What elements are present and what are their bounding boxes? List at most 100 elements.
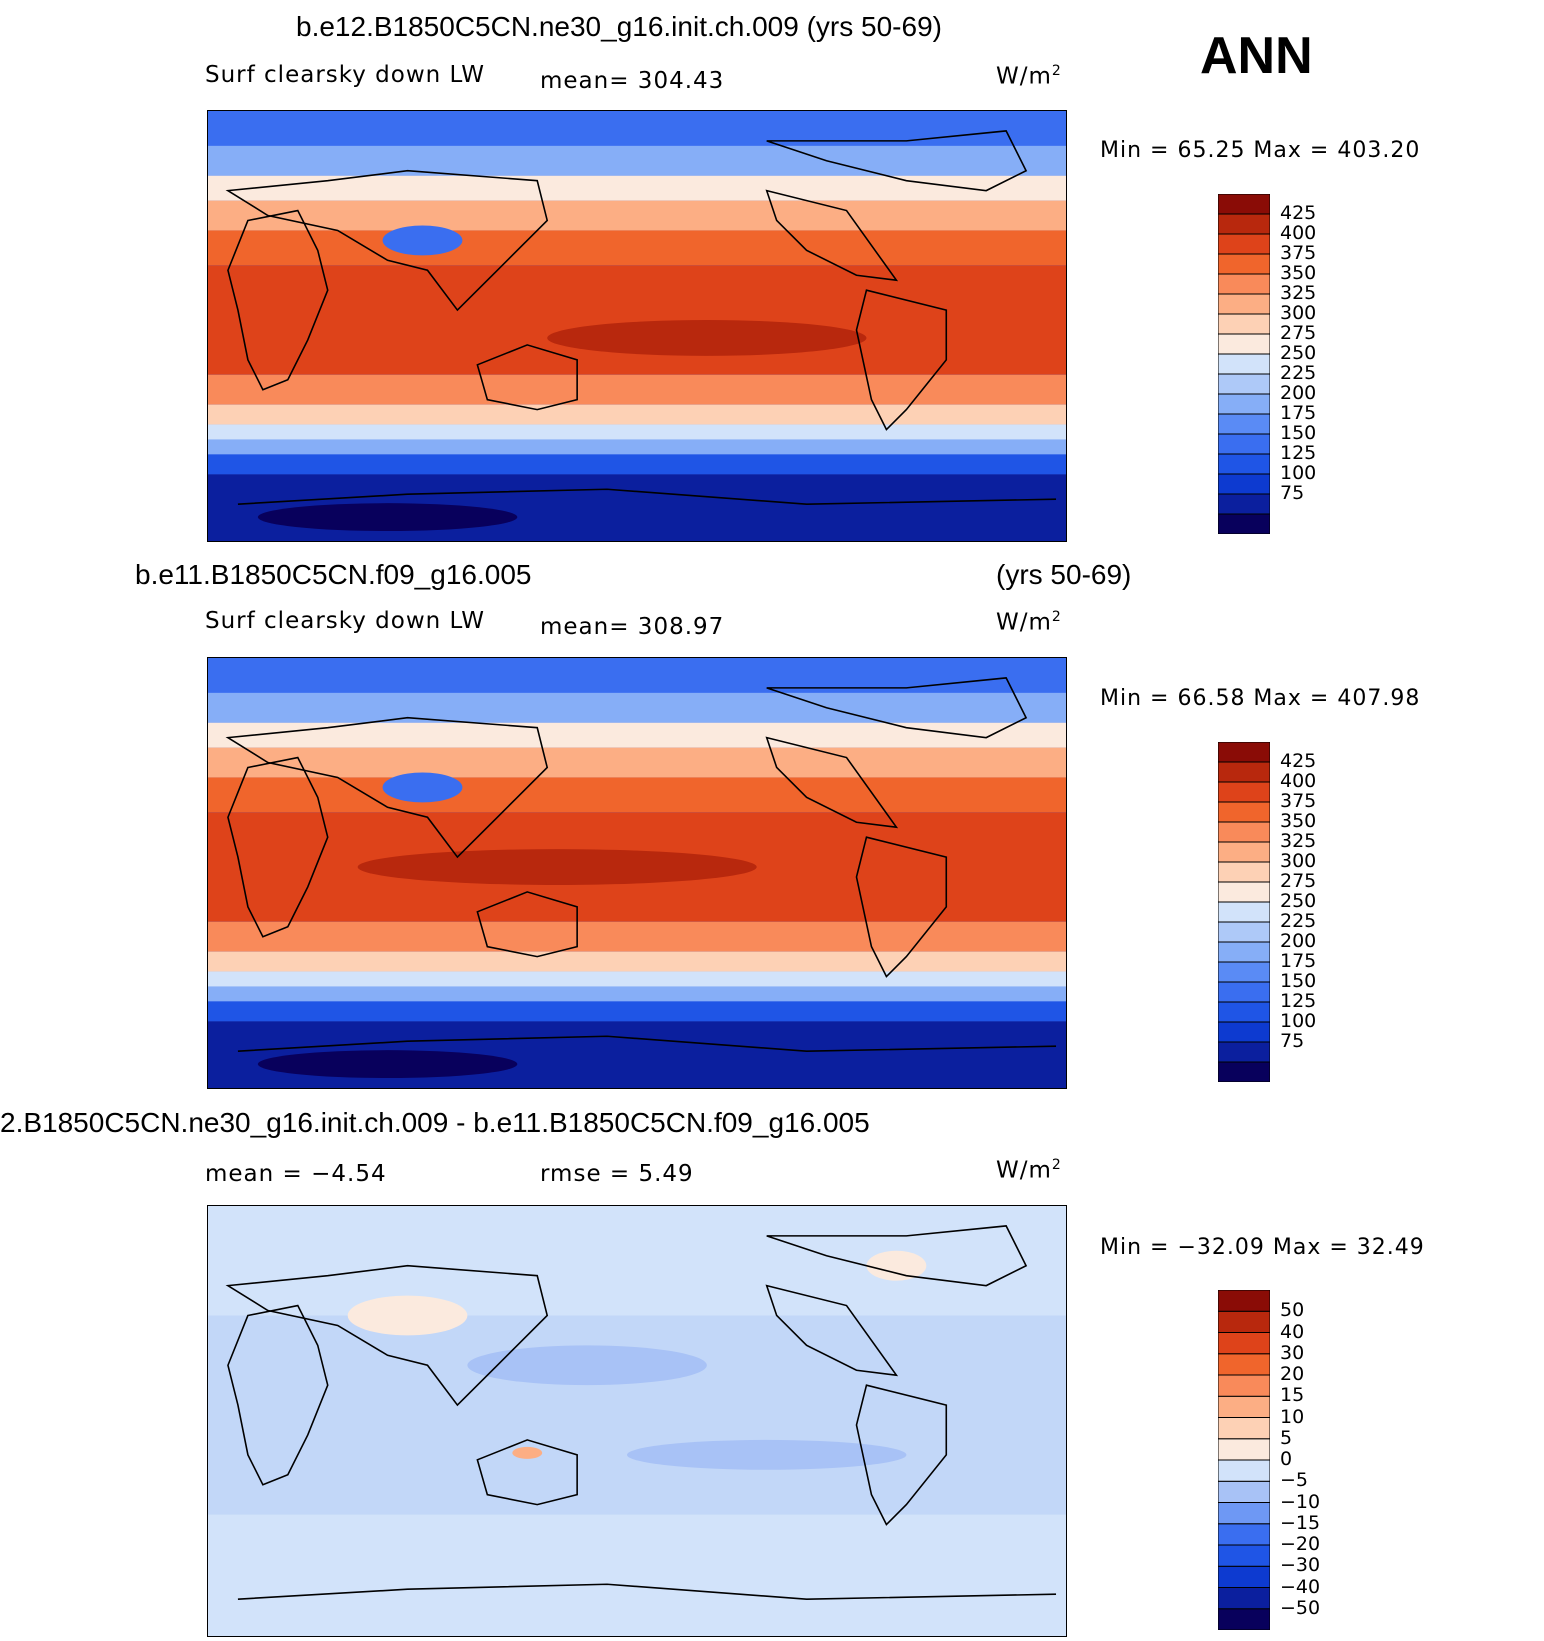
- colorbar-swatch: [1218, 961, 1270, 983]
- colorbar-swatch: [1218, 194, 1270, 215]
- colorbar-tick-label: 300: [1280, 850, 1317, 872]
- colorbar-tick-label: −20: [1280, 1533, 1321, 1555]
- colorbar-tick-label: 175: [1280, 402, 1317, 424]
- colorbar-tick-label: 300: [1280, 302, 1317, 324]
- colorbar-swatch: [1218, 1041, 1270, 1063]
- colorbar-tick-label: −40: [1280, 1575, 1321, 1598]
- panel2-minmax: Min = 66.58 Max = 407.98: [1100, 686, 1421, 711]
- colorbar-swatch: [1218, 941, 1270, 963]
- colorbar-tick-label: 425: [1280, 750, 1317, 772]
- colorbar-swatch: [1218, 821, 1270, 843]
- colorbar-swatch: [1218, 253, 1270, 275]
- colorbar-swatch: [1218, 861, 1270, 883]
- colorbar-swatch: [1218, 373, 1270, 395]
- colorbar-tick-label: 50: [1280, 1299, 1305, 1322]
- colorbar-tick-label: −10: [1280, 1490, 1321, 1513]
- panel1-units: W/m2: [996, 63, 1062, 90]
- colorbar-swatch: [1218, 1565, 1270, 1588]
- colorbar-swatch: [1218, 1395, 1270, 1418]
- colorbar-swatch: [1218, 1459, 1270, 1482]
- colorbar-swatch: [1218, 1374, 1270, 1397]
- panel2-units: W/m2: [996, 609, 1062, 636]
- colorbar-swatch: [1218, 333, 1270, 355]
- colorbar-tick-label: 350: [1280, 262, 1317, 284]
- colorbar-svg: [1218, 194, 1270, 534]
- colorbar-swatch: [1218, 393, 1270, 415]
- colorbar-swatch: [1218, 1353, 1270, 1376]
- colorbar-swatch: [1218, 293, 1270, 315]
- panel1-variable: Surf clearsky down LW: [205, 62, 485, 88]
- panel2-mean: mean= 308.97: [540, 614, 725, 640]
- colorbar-tick-label: 0: [1280, 1448, 1293, 1470]
- colorbar-swatch: [1218, 742, 1270, 763]
- colorbar-svg: [1218, 1290, 1270, 1630]
- colorbar-swatch: [1218, 1523, 1270, 1546]
- colorbar-tick-label: 175: [1280, 950, 1317, 972]
- colorbar-tick-label: 100: [1280, 1010, 1317, 1032]
- colorbar-swatch: [1218, 1290, 1270, 1312]
- colorbar-swatch: [1218, 1502, 1270, 1525]
- colorbar-swatch: [1218, 213, 1270, 235]
- colorbar-swatch: [1218, 1438, 1270, 1461]
- colorbar-tick-label: −30: [1280, 1554, 1321, 1577]
- map-svg: [208, 658, 1066, 1088]
- colorbar-tick-label: 30: [1280, 1341, 1305, 1364]
- colorbar-swatch: [1218, 1310, 1270, 1333]
- colorbar-tick-label: 250: [1280, 890, 1317, 912]
- colorbar-tick-label: 350: [1280, 810, 1317, 832]
- colorbar-swatch: [1218, 801, 1270, 823]
- panel1-minmax: Min = 65.25 Max = 403.20: [1100, 138, 1421, 163]
- colorbar-swatch: [1218, 1587, 1270, 1610]
- map-svg: [208, 1206, 1066, 1636]
- colorbar-swatch: [1218, 921, 1270, 943]
- colorbar-swatch: [1218, 473, 1270, 495]
- colorbar-tick-label: 75: [1280, 482, 1305, 504]
- colorbar-tick-label: 275: [1280, 870, 1317, 892]
- panel2-colorbar-ticks: 425 400 375 350 325 300 275 250 225 200 175 150 125 1…: [1280, 742, 1340, 1082]
- colorbar-swatch: [1218, 1332, 1270, 1355]
- season-label: ANN: [1200, 27, 1313, 85]
- colorbar-tick-label: 125: [1280, 442, 1317, 464]
- colorbar-swatch: [1218, 1001, 1270, 1023]
- colorbar-tick-label: 400: [1280, 770, 1317, 792]
- colorbar-swatch: [1218, 1021, 1270, 1043]
- panel3-map: [207, 1205, 1067, 1637]
- colorbar-swatch: [1218, 353, 1270, 375]
- panel3-rmse: rmse = 5.49: [540, 1161, 694, 1187]
- colorbar-swatch: [1218, 233, 1270, 255]
- colorbar-swatch: [1218, 313, 1270, 335]
- colorbar-tick-label: 75: [1280, 1030, 1305, 1052]
- colorbar-tick-label: 375: [1280, 242, 1317, 264]
- colorbar-tick-label: 10: [1280, 1405, 1305, 1428]
- panel1-mean: mean= 304.43: [540, 68, 725, 94]
- colorbar-swatch: [1218, 493, 1270, 515]
- colorbar-tick-label: 325: [1280, 830, 1317, 852]
- panel3-minmax: Min = −32.09 Max = 32.49: [1100, 1235, 1425, 1260]
- colorbar-swatch: [1218, 453, 1270, 475]
- colorbar-tick-label: 100: [1280, 462, 1317, 484]
- panel1-title: b.e12.B1850C5CN.ne30_g16.init.ch.009 (yr…: [296, 11, 942, 42]
- panel2-map: [207, 657, 1067, 1089]
- colorbar-tick-label: 40: [1280, 1320, 1305, 1343]
- panel3-colorbar-ticks: 50 40 30 20 15 10 5 0 −5 −10 −15 −20 −30 −40 −50: [1280, 1290, 1340, 1630]
- colorbar-swatch: [1218, 1480, 1270, 1503]
- colorbar-swatch: [1218, 1417, 1270, 1440]
- colorbar-swatch: [1218, 413, 1270, 435]
- colorbar-tick-label: 250: [1280, 342, 1317, 364]
- panel3-title: 2.B1850C5CN.ne30_g16.init.ch.009 - b.e11…: [0, 1107, 870, 1138]
- colorbar-tick-label: −15: [1280, 1511, 1321, 1534]
- panel1-colorbar: [1218, 194, 1270, 534]
- colorbar-swatch: [1218, 273, 1270, 295]
- panel3-colorbar: [1218, 1290, 1270, 1630]
- colorbar-tick-label: 150: [1280, 422, 1317, 444]
- colorbar-svg: [1218, 742, 1270, 1082]
- panel2-title-right: (yrs 50-69): [996, 559, 1132, 590]
- colorbar-tick-label: 400: [1280, 222, 1317, 244]
- colorbar-tick-label: 200: [1280, 930, 1317, 952]
- colorbar-swatch: [1218, 1544, 1270, 1567]
- colorbar-swatch: [1218, 761, 1270, 783]
- panel3-units: W/m2: [996, 1157, 1062, 1184]
- panel2-title: b.e11.B1850C5CN.f09_g16.005: [135, 559, 532, 590]
- colorbar-swatch: [1218, 901, 1270, 923]
- colorbar-tick-label: 150: [1280, 970, 1317, 992]
